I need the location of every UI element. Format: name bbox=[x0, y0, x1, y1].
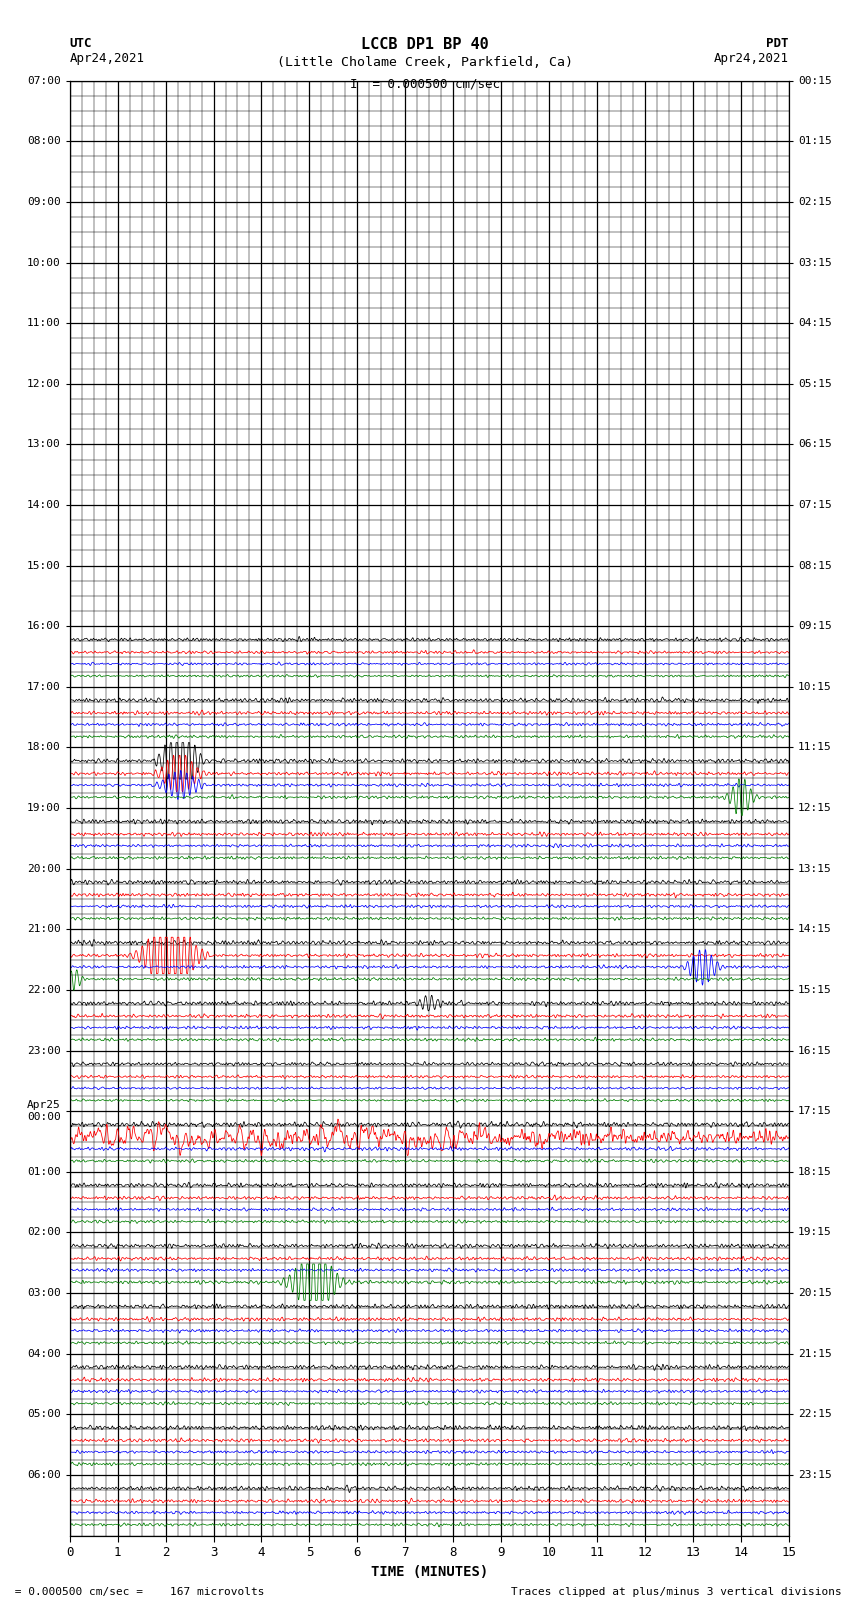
Text: UTC: UTC bbox=[70, 37, 92, 50]
Text: LCCB DP1 BP 40: LCCB DP1 BP 40 bbox=[361, 37, 489, 52]
X-axis label: TIME (MINUTES): TIME (MINUTES) bbox=[371, 1565, 488, 1579]
Text: Apr24,2021: Apr24,2021 bbox=[714, 52, 789, 65]
Text: I  = 0.000500 cm/sec: I = 0.000500 cm/sec bbox=[350, 77, 500, 90]
Text: Apr24,2021: Apr24,2021 bbox=[70, 52, 144, 65]
Text: (Little Cholame Creek, Parkfield, Ca): (Little Cholame Creek, Parkfield, Ca) bbox=[277, 56, 573, 69]
Text: Traces clipped at plus/minus 3 vertical divisions: Traces clipped at plus/minus 3 vertical … bbox=[511, 1587, 842, 1597]
Text: = 0.000500 cm/sec =    167 microvolts: = 0.000500 cm/sec = 167 microvolts bbox=[8, 1587, 265, 1597]
Text: PDT: PDT bbox=[767, 37, 789, 50]
